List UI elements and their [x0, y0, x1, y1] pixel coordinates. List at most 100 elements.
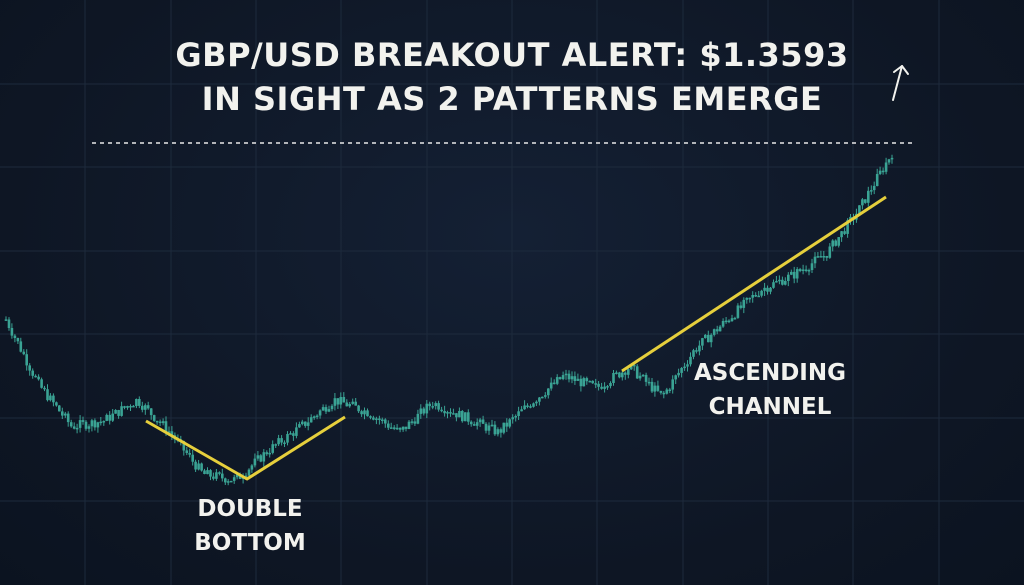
- candle: [618, 371, 621, 379]
- candle-body: [878, 170, 882, 174]
- candle-body: [149, 408, 153, 416]
- candle: [520, 406, 523, 412]
- candle: [834, 239, 837, 247]
- candle: [55, 401, 58, 407]
- candle-body: [410, 421, 414, 423]
- candle: [99, 417, 103, 426]
- candle: [69, 419, 73, 428]
- candle-body: [268, 452, 271, 455]
- candle-body: [867, 190, 870, 203]
- candle-body: [624, 372, 627, 375]
- candle: [692, 348, 695, 360]
- candle: [597, 381, 600, 391]
- candle-body: [861, 199, 864, 206]
- candle-body: [348, 404, 351, 407]
- candle-body: [78, 420, 82, 428]
- candle-body: [10, 328, 14, 336]
- candle-body: [686, 364, 689, 367]
- candle: [102, 420, 106, 426]
- candle: [517, 406, 520, 420]
- candle: [87, 424, 91, 433]
- candle-body: [431, 406, 434, 408]
- candle: [345, 399, 349, 407]
- candle-body: [769, 287, 772, 292]
- candle-body: [644, 374, 648, 382]
- candle-body: [84, 421, 88, 429]
- candle: [718, 325, 722, 332]
- ascending-channel-label-line-2: CHANNEL: [708, 394, 832, 420]
- candle-body: [49, 395, 52, 401]
- candle-body: [529, 406, 532, 408]
- candle: [632, 364, 636, 371]
- candle-body: [618, 372, 621, 378]
- candle: [161, 418, 165, 426]
- candle: [90, 418, 94, 432]
- candle-body: [579, 378, 583, 387]
- candle-body: [795, 269, 799, 279]
- candle: [52, 393, 55, 407]
- candle: [552, 379, 556, 385]
- candle: [544, 392, 547, 399]
- candle: [475, 418, 479, 430]
- candle-body: [801, 269, 805, 271]
- candle: [591, 380, 594, 384]
- candle: [754, 292, 757, 297]
- candle-body: [564, 373, 568, 376]
- candle: [215, 469, 218, 481]
- candle-body: [170, 431, 174, 436]
- candle-body: [680, 368, 683, 373]
- candle: [170, 426, 174, 440]
- candle: [781, 276, 784, 286]
- candle-body: [701, 338, 704, 346]
- candle-body: [763, 287, 766, 291]
- candle-body: [422, 408, 426, 414]
- candle-body: [816, 256, 820, 258]
- candle-body: [742, 299, 746, 308]
- candle-body: [739, 305, 743, 308]
- candle: [594, 378, 597, 389]
- candle-body: [330, 405, 334, 410]
- candle-body: [632, 364, 636, 367]
- candle-body: [4, 319, 8, 321]
- candle-body: [704, 334, 707, 338]
- candle-body: [321, 407, 325, 411]
- candle: [864, 199, 867, 204]
- candle: [132, 405, 135, 408]
- candle-body: [567, 373, 571, 380]
- candle: [315, 414, 319, 420]
- candle: [757, 291, 760, 298]
- candle-body: [99, 421, 103, 424]
- candle: [689, 352, 692, 367]
- candle: [481, 415, 485, 424]
- candle: [357, 404, 360, 413]
- candle: [766, 285, 769, 295]
- candle: [387, 420, 390, 430]
- candle-body: [262, 452, 266, 462]
- candle-body: [34, 375, 37, 378]
- candle: [209, 469, 212, 481]
- candle-body: [81, 420, 85, 422]
- candle-body: [757, 295, 760, 298]
- candle-body: [781, 279, 784, 285]
- candle-body: [692, 350, 695, 357]
- candle: [870, 185, 873, 195]
- candle: [523, 400, 526, 410]
- candle: [502, 422, 506, 435]
- candle: [549, 377, 553, 391]
- candle-body: [250, 465, 254, 470]
- candle: [123, 405, 126, 410]
- candle: [206, 467, 209, 475]
- candle: [395, 424, 399, 430]
- candle: [120, 401, 123, 417]
- candle-body: [387, 423, 390, 428]
- candle: [434, 401, 437, 410]
- candle-body: [499, 429, 503, 433]
- candle: [250, 464, 254, 473]
- candle-body: [141, 405, 144, 410]
- candle: [671, 375, 674, 394]
- candle: [72, 422, 76, 430]
- candle: [34, 374, 37, 378]
- candle-body: [627, 369, 630, 375]
- candle: [13, 334, 17, 343]
- candle: [232, 474, 236, 484]
